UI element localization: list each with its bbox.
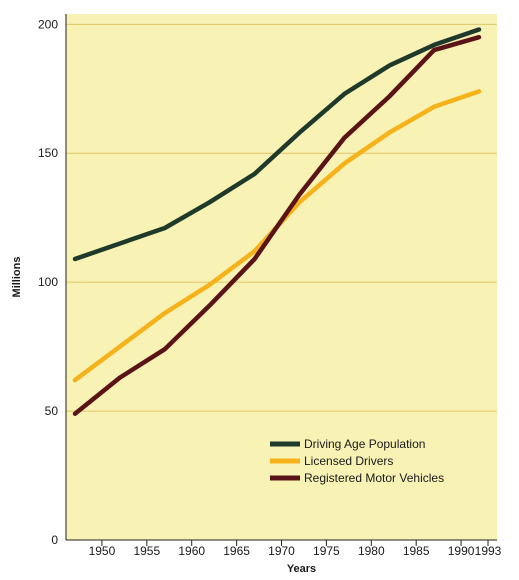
legend: Driving Age Population Licensed Drivers Re… (270, 437, 444, 485)
x-tick-label: 1975 (313, 544, 340, 558)
y-tick-label: 0 (51, 533, 58, 547)
x-tick-label: 1985 (403, 544, 430, 558)
series-lines (72, 27, 482, 416)
y-tick-label: 50 (45, 404, 59, 418)
x-tick-label: 1965 (223, 544, 250, 558)
axes (65, 14, 497, 546)
y-tick-label: 100 (38, 275, 58, 289)
x-tick-label: 1990 (448, 544, 475, 558)
plot-area (66, 14, 497, 540)
legend-label: Driving Age Population (304, 437, 425, 451)
legend-label: Registered Motor Vehicles (304, 471, 444, 485)
x-tick-label: 1970 (268, 544, 295, 558)
x-tick-label: 1960 (178, 544, 205, 558)
x-tick-label: 1950 (89, 544, 116, 558)
y-tick-label: 200 (38, 17, 58, 31)
legend-label: Licensed Drivers (304, 454, 393, 468)
x-tick-label: 1955 (133, 544, 160, 558)
y-axis-title: Millions (11, 257, 23, 298)
x-axis-title: Years (287, 563, 316, 575)
tick-labels: 0 50 100 150 200 1950 1955 1960 1965 1970 1975 1980… (38, 17, 502, 558)
x-tick-label: 1980 (358, 544, 385, 558)
gridlines (66, 23, 497, 412)
series-line-3 (72, 34, 482, 416)
y-tick-label: 150 (38, 146, 58, 160)
series-line-1 (72, 27, 482, 262)
x-tick-label: 1993 (475, 544, 502, 558)
